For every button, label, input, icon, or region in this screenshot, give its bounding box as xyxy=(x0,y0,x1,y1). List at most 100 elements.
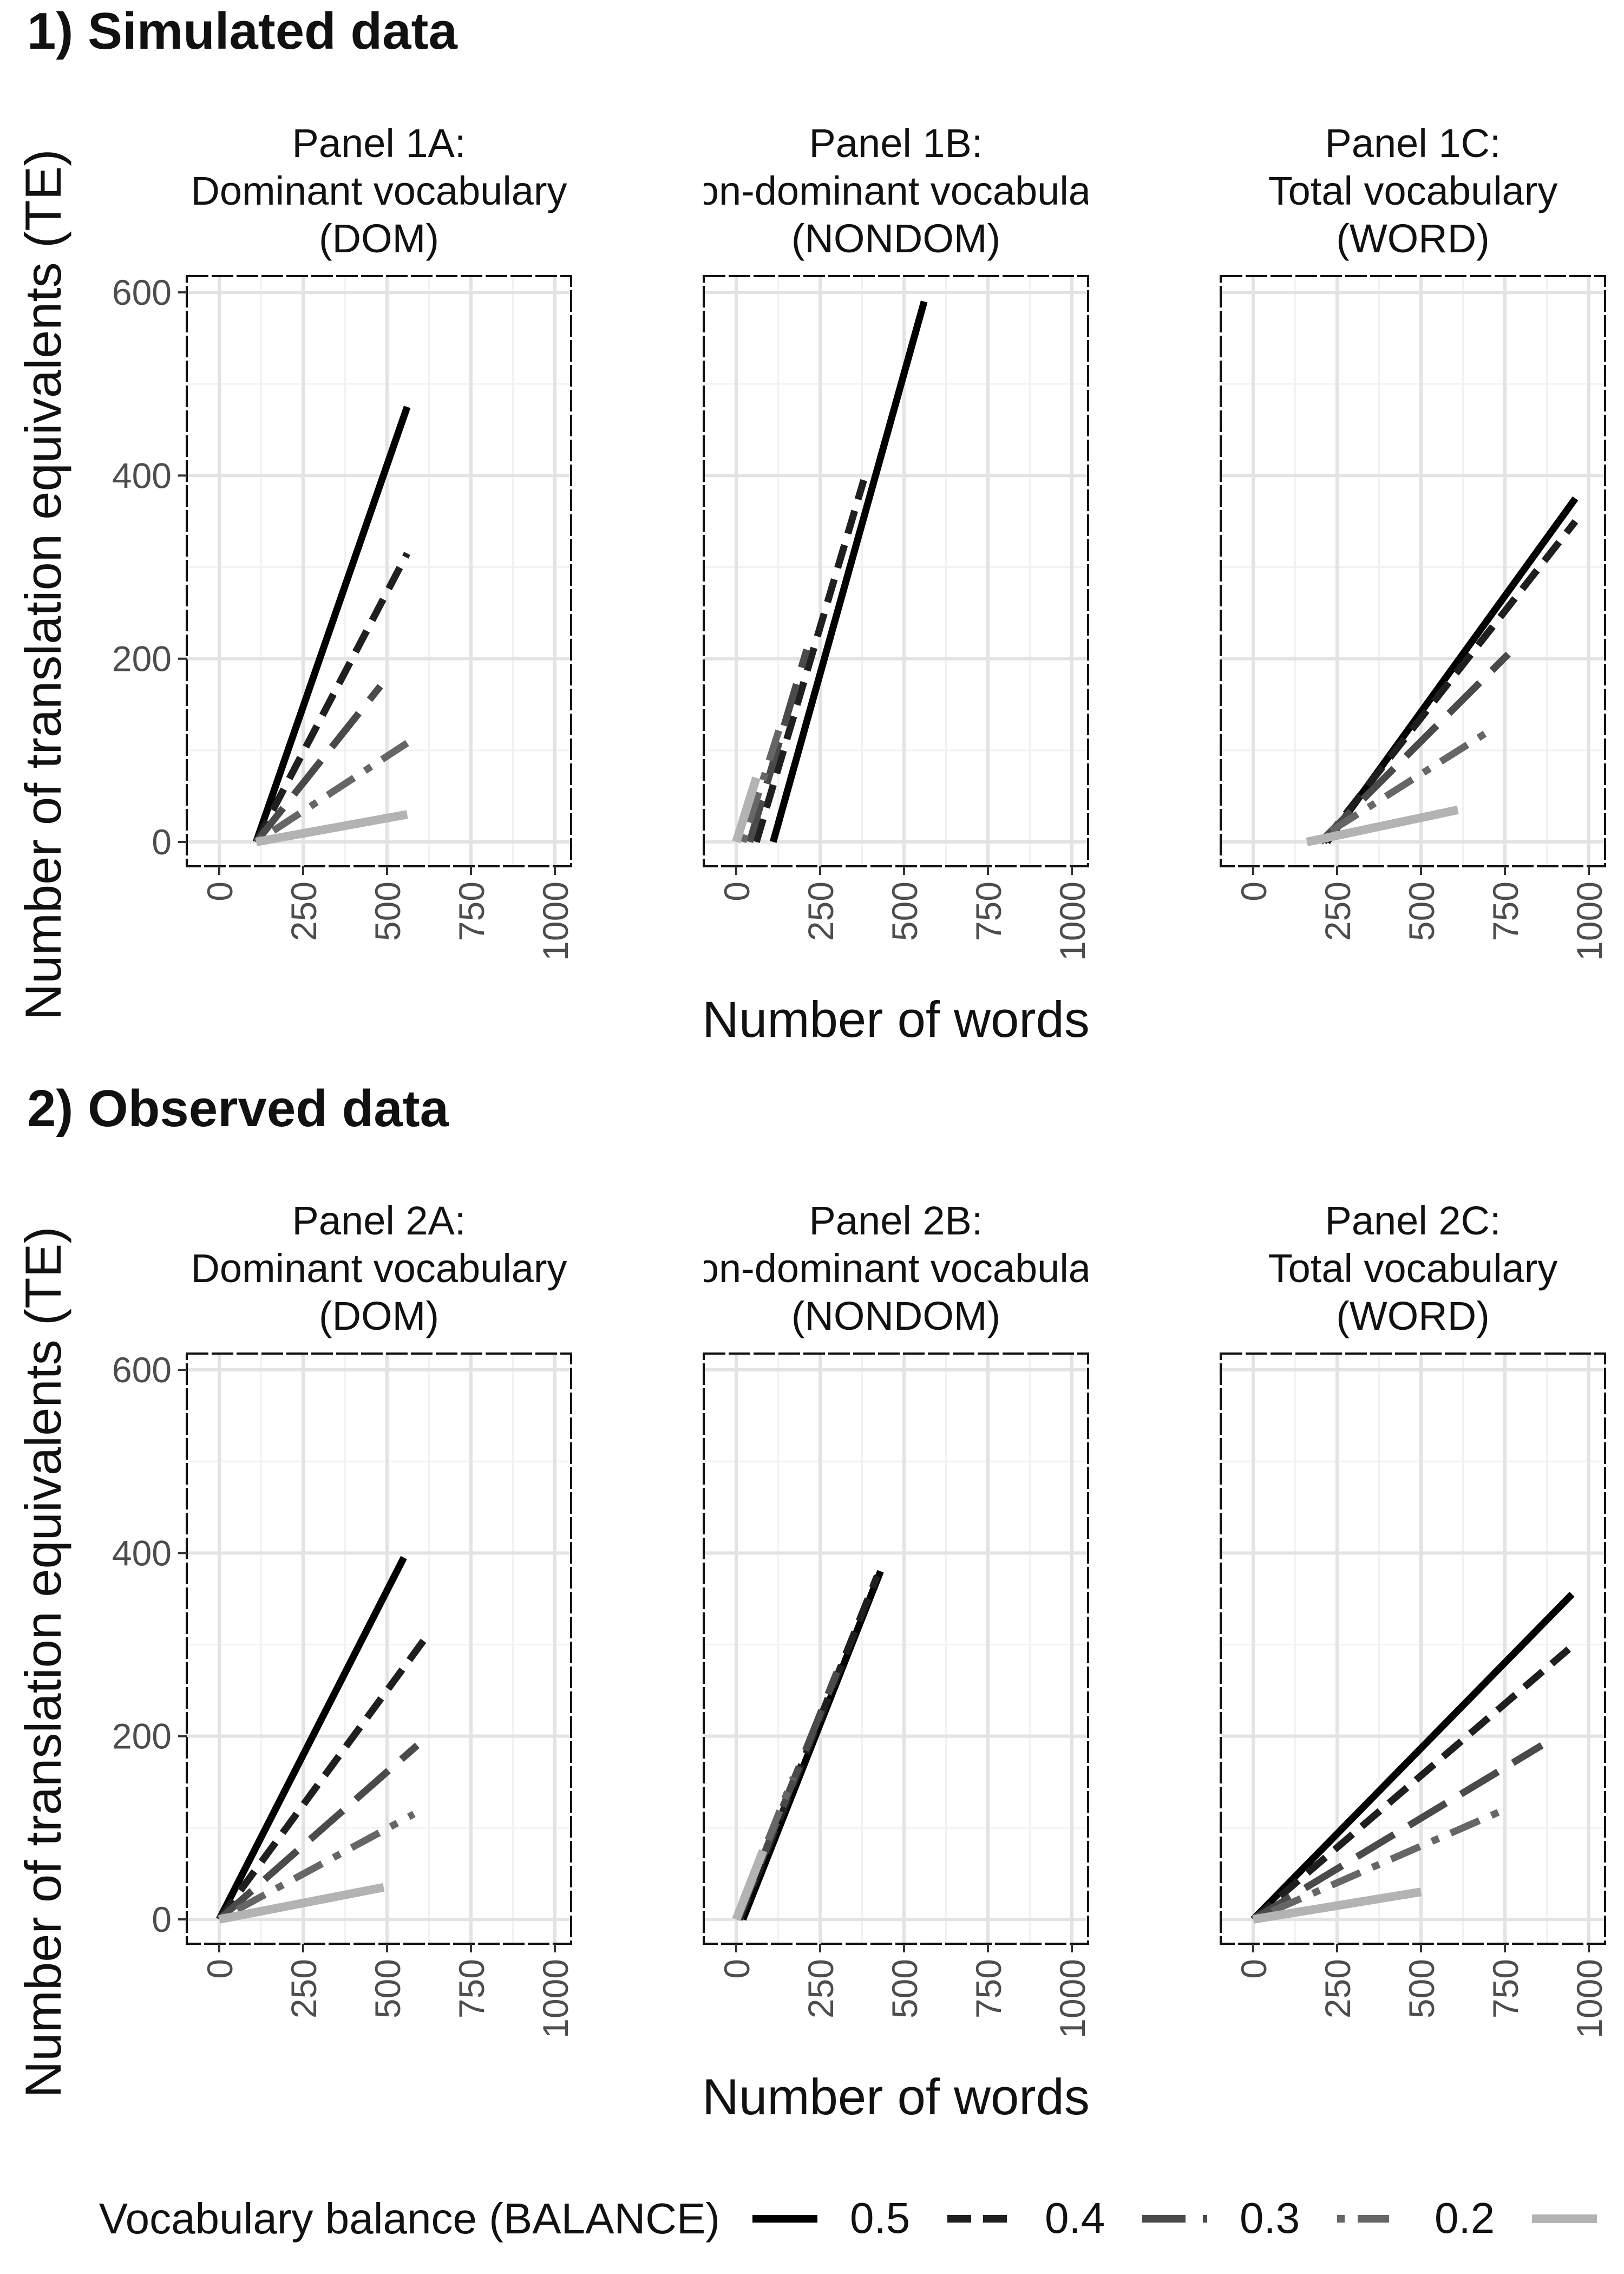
panel-1A: 0 200 400 600 0 250 500 750 1000 Panel 1A:Dominan… xyxy=(112,121,575,961)
y-axis-label-top: Number of translation equivalents (TE) xyxy=(15,149,71,1020)
x-tick-label: 250 xyxy=(1318,1959,1358,2018)
panel-background xyxy=(704,276,1088,866)
panel-2B: 0 250 500 750 1000 Panel 2B:Non-dominant voca… xyxy=(703,1198,1092,2038)
section-title-observed: 2) Observed data xyxy=(27,1080,449,1138)
panel-border xyxy=(186,1352,572,1945)
panel-background xyxy=(187,276,571,866)
series-line-0.1 xyxy=(1252,1887,1422,1924)
panel-title: Panel 2A: xyxy=(292,1198,466,1243)
panel-border xyxy=(1220,1352,1606,1945)
series-line-0.2 xyxy=(217,1811,416,1923)
x-tick-label: 0 xyxy=(200,881,240,901)
panel-2A: 0 200 400 600 0 250 500 750 1000 Panel 2A:Dominan… xyxy=(112,1198,575,2038)
legend-label-0.5: 0.5 xyxy=(850,2194,910,2242)
panel-title: Panel 2B: xyxy=(809,1198,983,1243)
y-tick-label: 200 xyxy=(112,1716,172,1756)
x-tick-label: 500 xyxy=(1402,881,1442,941)
series-line-0.4 xyxy=(253,552,410,844)
series-line-0.2 xyxy=(739,726,783,843)
series-line-0.5 xyxy=(1250,1591,1575,1922)
x-axis-label-top: Number of words xyxy=(702,991,1090,1048)
x-tick-label: 500 xyxy=(368,1959,408,2018)
y-tick-label: 600 xyxy=(112,1350,172,1390)
series-line-0.3 xyxy=(253,684,383,845)
x-tick-label: 250 xyxy=(284,881,324,941)
panel-title: Panel 2C: xyxy=(1325,1198,1501,1243)
series-line-0.1 xyxy=(732,1849,768,1921)
y-tick-label: 600 xyxy=(112,272,172,312)
x-tick-label: 500 xyxy=(885,1959,925,2018)
x-axis-label-bottom: Number of words xyxy=(702,2068,1090,2125)
series-line-0.1 xyxy=(732,776,761,844)
panel-title: Dominant vocabulary xyxy=(191,168,567,213)
legend-title: Vocabulary balance (BALANCE) xyxy=(99,2194,720,2243)
legend-label-0.4: 0.4 xyxy=(1045,2194,1105,2242)
panel-2C: 0 250 500 750 1000 Panel 2C:Total vocabulary(… xyxy=(1220,1198,1609,2038)
series-line-0.3 xyxy=(1318,651,1511,845)
x-tick-label: 750 xyxy=(968,1959,1009,2018)
legend-label-0.3: 0.3 xyxy=(1240,2194,1300,2242)
series-line-0.4 xyxy=(216,1633,430,1922)
panel-title: Non-dominant vocabulary xyxy=(667,168,1124,213)
section-title-simulated: 1) Simulated data xyxy=(27,2,457,60)
panel-title: (DOM) xyxy=(319,216,439,261)
x-tick-label: 250 xyxy=(801,1959,841,2018)
panel-title: Panel 1A: xyxy=(292,121,466,166)
x-tick-label: 1000 xyxy=(1569,1959,1609,2038)
series-line-0.2 xyxy=(1252,1806,1507,1923)
x-tick-label: 0 xyxy=(200,1959,240,1979)
x-tick-label: 750 xyxy=(1485,1959,1525,2018)
x-tick-label: 250 xyxy=(1318,881,1358,941)
series-line-0.1 xyxy=(255,810,408,846)
x-tick-label: 500 xyxy=(368,881,408,941)
x-tick-label: 0 xyxy=(1234,881,1274,901)
y-axis-label-bottom: Number of translation equivalents (TE) xyxy=(15,1226,71,2097)
series-line-0.1 xyxy=(218,1883,385,1924)
panel-background xyxy=(1221,276,1605,866)
panel-background xyxy=(1221,1354,1605,1944)
legend: Vocabulary balance (BALANCE) 0.5 0.4 0.3 0.2… xyxy=(99,2194,1597,2243)
x-tick-label: 0 xyxy=(717,1959,757,1979)
panel-title: Total vocabulary xyxy=(1268,1246,1558,1291)
panel-1B: 0 250 500 750 1000 Panel 1B:Non-dominant voca… xyxy=(667,121,1124,961)
panel-title: (WORD) xyxy=(1336,216,1490,261)
x-tick-label: 750 xyxy=(968,881,1009,941)
series-line-0.4 xyxy=(752,479,867,843)
y-tick-label: 200 xyxy=(112,639,172,679)
x-tick-label: 250 xyxy=(284,1959,324,2018)
panel-title: Dominant vocabulary xyxy=(191,1246,567,1291)
panel-title: (NONDOM) xyxy=(791,216,1000,261)
x-tick-label: 250 xyxy=(801,881,841,941)
panel-title: Total vocabulary xyxy=(1268,168,1558,213)
series-line-0.3 xyxy=(746,648,810,843)
y-tick-label: 0 xyxy=(152,1899,172,1939)
series-line-0.2 xyxy=(254,740,409,845)
x-tick-label: 1000 xyxy=(1052,881,1092,961)
x-tick-label: 0 xyxy=(717,881,757,901)
y-tick-label: 400 xyxy=(112,455,172,495)
x-tick-label: 0 xyxy=(1234,1959,1274,1979)
x-tick-label: 750 xyxy=(451,881,492,941)
series-line-0.3 xyxy=(1251,1742,1544,1923)
panel-border xyxy=(703,275,1089,867)
legend-label-0.2: 0.2 xyxy=(1435,2194,1495,2242)
panel-title: Panel 1B: xyxy=(809,121,983,166)
x-tick-label: 750 xyxy=(451,1959,492,2018)
panel-border xyxy=(186,275,572,867)
x-tick-label: 500 xyxy=(1402,1959,1442,2018)
panel-title: (NONDOM) xyxy=(791,1293,1000,1338)
x-tick-label: 1000 xyxy=(1569,881,1609,961)
series-line-0.1 xyxy=(1306,805,1459,846)
panel-border xyxy=(1220,275,1606,867)
x-tick-label: 1000 xyxy=(535,1959,575,2038)
panel-title: Panel 1C: xyxy=(1325,121,1501,166)
series-line-0.4 xyxy=(1321,519,1579,845)
panel-title: (DOM) xyxy=(319,1293,439,1338)
panel-background xyxy=(187,1354,571,1944)
series-line-0.5 xyxy=(769,300,928,843)
panel-title: (WORD) xyxy=(1336,1293,1490,1338)
series-line-0.2 xyxy=(1312,724,1497,845)
y-tick-label: 0 xyxy=(152,822,172,862)
panel-border xyxy=(703,1352,1089,1945)
